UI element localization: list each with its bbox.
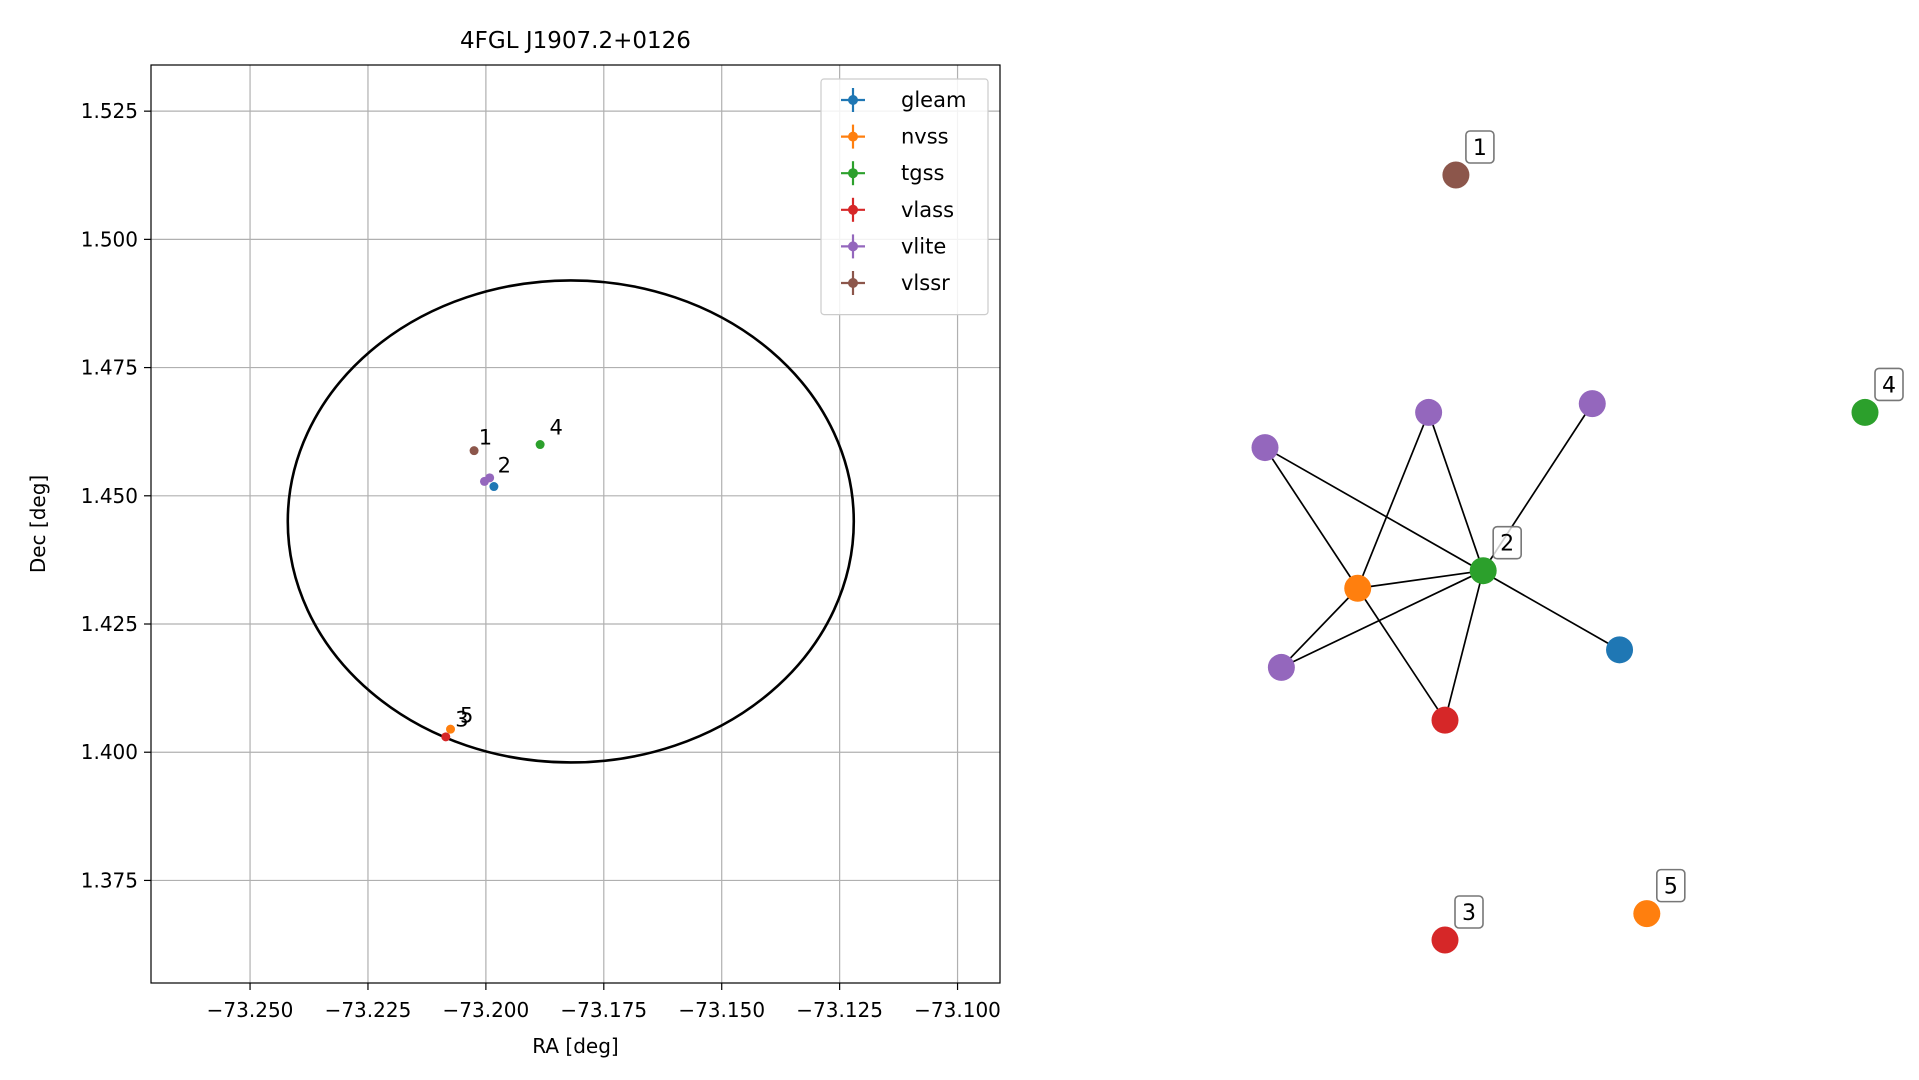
legend-marker-dot [848,204,858,215]
graph-node [1442,161,1470,189]
graph-node [1344,574,1372,602]
node-label-box [1492,525,1522,560]
point-annotation: 5 [460,703,473,727]
legend-entries: gleam nvss tgss vlass vlite vlssr [841,88,966,295]
graph-node [1431,706,1459,734]
graph-node [1267,653,1295,681]
x-tick-label: −73.175 [560,998,647,1022]
graph-node [1415,398,1443,426]
left-scatter-chart: 12 3 4 5 −73.250 −73.225 −73.200 −73.175 −73.15… [26,28,1001,1058]
legend-label-tgss: tgss [901,161,944,185]
x-tick-label: −73.125 [796,998,883,1022]
graph-node [1633,900,1661,928]
graph-edge [1444,570,1485,721]
legend-label-vlssr: vlssr [901,271,950,295]
node-label-box [1874,367,1904,402]
point-vlite [479,476,489,486]
x-tick-label: −73.250 [207,998,294,1022]
legend-box [820,78,989,316]
graph-node [1606,636,1634,664]
y-tick-label: 1.525 [81,99,138,123]
y-tick-layer: 1.375 1.400 1.425 1.450 1.475 1.500 1.525 [81,99,151,892]
point-nvss [446,724,456,734]
points-layer [441,440,545,742]
y-tick-label: 1.475 [81,356,138,380]
legend-marker-dot [848,278,858,288]
legend-marker-dot [848,168,858,179]
uncertainty-ellipse-layer [286,279,856,764]
legend-marker-dot [848,131,858,142]
x-tick-label: −73.100 [914,998,1001,1022]
y-axis-label: Dec [deg] [26,475,50,573]
node-label: 3 [1462,901,1476,926]
graph-edge [1280,569,1484,669]
edge-layer [1264,403,1620,721]
graph-edge [1280,587,1359,669]
node-label: 4 [1882,373,1896,398]
x-axis-label: RA [deg] [532,1034,618,1058]
node-label-box [1656,868,1686,903]
node-label: 2 [1500,532,1514,557]
graph-node [1431,926,1459,954]
graph-edge [1356,412,1430,589]
chart-title: 4FGL J1907.2+0126 [460,28,691,54]
y-tick-label: 1.375 [81,868,138,892]
point-annotation: 1 [479,426,492,450]
graph-edge [1427,412,1484,571]
legend-label-vlite: vlite [901,234,946,258]
graph-edge [1357,569,1484,590]
annotation-layer: 12 3 4 5 [455,415,563,731]
point-tgss [535,440,545,450]
graph-node [1251,434,1279,462]
point-annotation: 4 [550,415,563,439]
legend-marker-dot [848,95,858,105]
legend-label-gleam: gleam [901,88,966,112]
legend-marker-dot [848,241,858,252]
y-tick-label: 1.425 [81,612,138,636]
node-label: 5 [1664,875,1678,900]
right-network-graph: 1 2 3 4 5 [1251,130,1904,954]
legend: gleam nvss tgss vlass vlite vlssr [820,78,989,316]
point-annotation: 2 [498,454,511,478]
x-tick-label: −73.150 [678,998,765,1022]
y-tick-label: 1.500 [81,227,138,251]
graph-node [1469,557,1497,585]
node-layer [1251,161,1879,954]
x-tick-label: −73.225 [325,998,412,1022]
uncertainty-ellipse [286,279,856,764]
y-tick-label: 1.400 [81,740,138,764]
graph-node [1578,390,1606,418]
graph-node [1851,398,1879,426]
graph-edge [1357,587,1446,721]
node-label: 1 [1473,136,1487,161]
node-label-box [1454,895,1484,929]
x-tick-layer: −73.250 −73.225 −73.200 −73.175 −73.150 −73.1… [207,983,1001,1022]
node-label-box [1465,130,1495,164]
plot-frame [150,64,1001,984]
legend-label-nvss: nvss [901,125,949,149]
point-vlssr [469,446,479,456]
legend-label-vlass: vlass [901,198,954,222]
y-tick-label: 1.450 [81,484,138,508]
graph-edge [1264,446,1620,651]
point-vlass [441,732,451,742]
x-tick-label: −73.200 [443,998,530,1022]
node-label-layer: 1 2 3 4 5 [1454,130,1904,929]
point-annotation: 3 [455,708,468,732]
graph-edge [1264,447,1359,589]
point-gleam [489,482,499,492]
